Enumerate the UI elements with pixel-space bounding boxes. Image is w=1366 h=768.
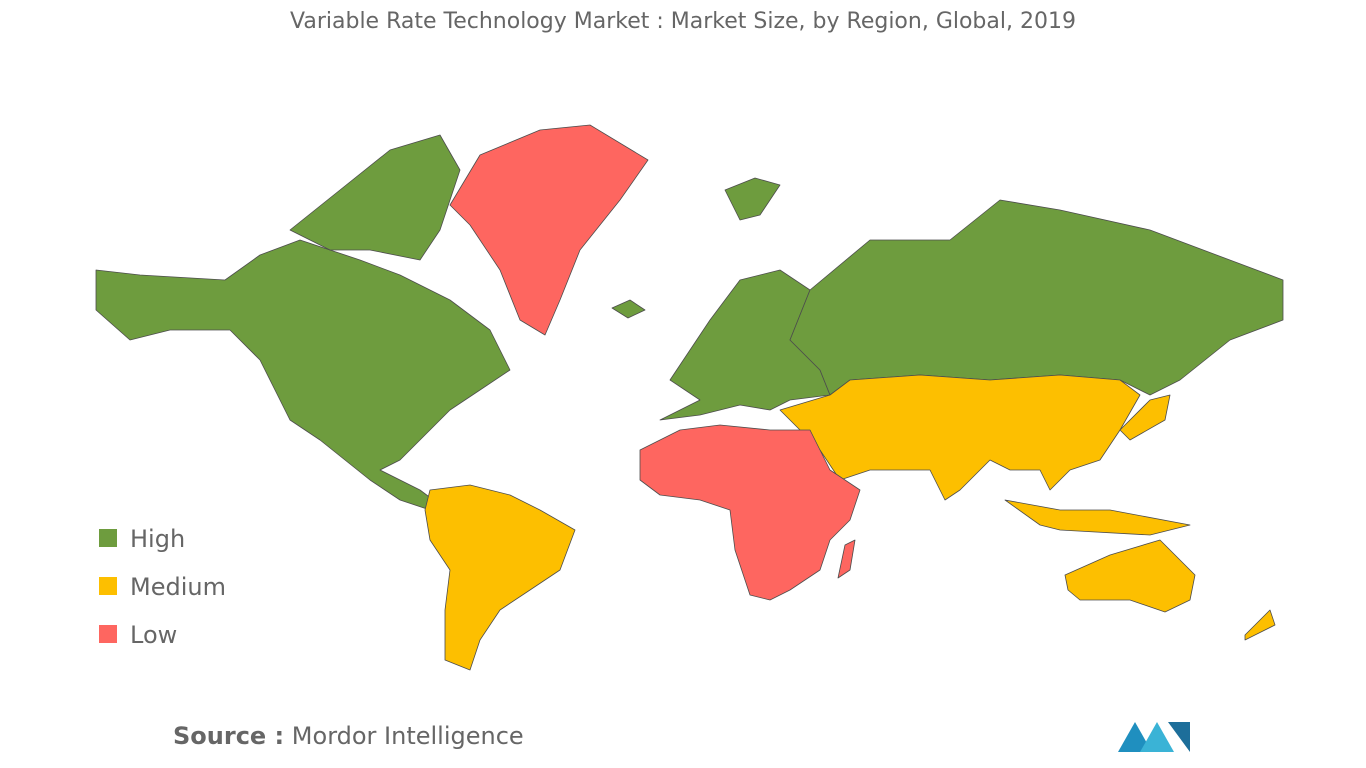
russia xyxy=(789,199,1284,396)
australia xyxy=(1064,539,1196,613)
legend-swatch xyxy=(99,577,117,595)
legend-label: Medium xyxy=(130,573,226,601)
africa xyxy=(639,424,861,601)
source: Source : Mordor Intelligence xyxy=(173,722,524,750)
arctic-islands xyxy=(289,134,461,261)
south-america xyxy=(424,484,576,671)
legend: High Medium Low xyxy=(99,525,226,649)
title: Variable Rate Technology Market : Market… xyxy=(290,9,1076,34)
world-map xyxy=(95,124,1284,671)
source-label: Source : xyxy=(173,722,284,750)
legend-swatch xyxy=(99,625,117,643)
iceland xyxy=(611,299,646,319)
japan xyxy=(1119,394,1171,441)
svalbard xyxy=(724,177,781,221)
source-text: Mordor Intelligence xyxy=(292,722,524,750)
logo xyxy=(1118,722,1190,752)
greenland xyxy=(449,124,649,336)
new-zealand xyxy=(1244,609,1276,641)
legend-label: Low xyxy=(130,621,177,649)
indonesia xyxy=(1004,499,1191,536)
madagascar xyxy=(837,539,856,579)
legend-label: High xyxy=(130,525,185,553)
north-america xyxy=(95,239,511,511)
asia xyxy=(779,374,1141,501)
legend-swatch xyxy=(99,529,117,547)
